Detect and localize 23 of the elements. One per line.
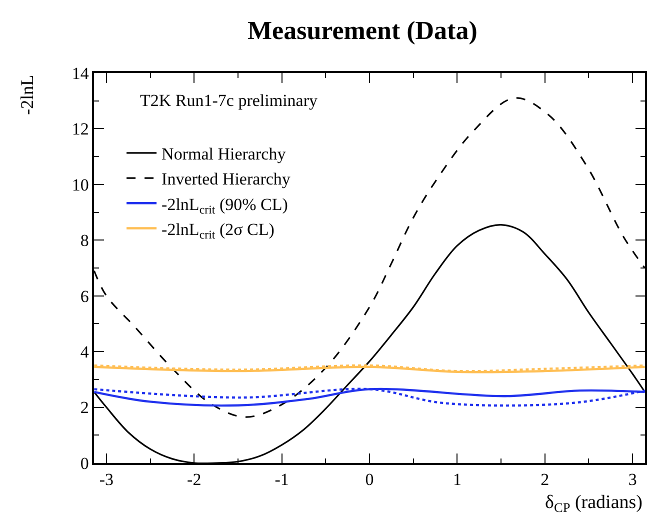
- x-tick-label: -2: [187, 470, 202, 490]
- y-tick-label: 6: [80, 286, 89, 306]
- y-tick-label: 10: [72, 175, 89, 194]
- y-tick-label: 8: [80, 231, 89, 250]
- x-tick-label: 1: [452, 470, 462, 490]
- legend-label: -2lnL$_{crit}$ (2σ CL): [162, 220, 274, 242]
- y-tick-label: 0: [80, 454, 89, 473]
- x-tick-label: 3: [628, 470, 637, 490]
- x-tick-label: 2: [540, 470, 550, 490]
- x-axis-title: δ$_{CP}$ (radians): [545, 492, 642, 515]
- chart-title: Measurement (Data): [248, 16, 478, 46]
- x-tick-label: -3: [99, 470, 114, 490]
- y-axis-title: -2lnL: [16, 74, 37, 115]
- x-tick-label: 0: [365, 470, 374, 490]
- legend-label: -2lnL$_{crit}$ (90% CL): [162, 194, 288, 216]
- legend-label: Normal Hierarchy: [162, 144, 286, 164]
- y-tick-label: 12: [72, 120, 89, 139]
- y-tick-label: 4: [80, 342, 90, 362]
- annotation: T2K Run1-7c preliminary: [140, 91, 318, 110]
- x-tick-label: -1: [274, 470, 289, 490]
- y-tick-label: 14: [72, 64, 90, 83]
- y-tick-label: 2: [80, 398, 89, 418]
- legend-label: Inverted Hierarchy: [162, 170, 291, 189]
